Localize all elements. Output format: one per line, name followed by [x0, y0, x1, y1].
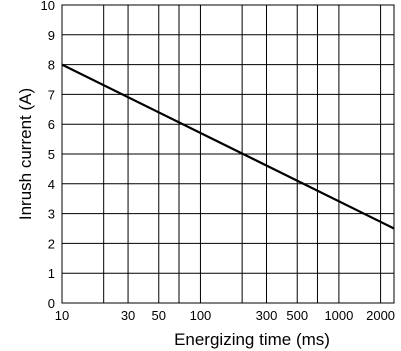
series-line [61, 63, 395, 230]
x-tick-label: 50 [152, 308, 166, 323]
y-tick-label: 4 [48, 177, 55, 192]
x-tick-label: 1000 [324, 308, 353, 323]
x-tick-label: 100 [190, 308, 212, 323]
y-tick-label: 3 [48, 207, 55, 222]
y-tick-labels: 0 1 2 3 4 5 6 7 8 9 10 [41, 0, 55, 311]
x-tick-label: 10 [55, 308, 69, 323]
x-tick-label: 300 [256, 308, 278, 323]
y-tick-label: 0 [48, 296, 55, 311]
x-tick-label: 500 [286, 308, 308, 323]
grid-lines [61, 4, 395, 304]
data-series [61, 63, 395, 230]
y-tick-label: 10 [41, 0, 55, 13]
y-tick-label: 7 [48, 87, 55, 102]
y-tick-label: 8 [48, 58, 55, 73]
y-tick-label: 1 [48, 266, 55, 281]
x-tick-label: 30 [121, 308, 135, 323]
y-tick-label: 6 [48, 117, 55, 132]
x-tick-labels: 10 30 50 100 300 500 1000 2000 [55, 308, 395, 323]
y-tick-label: 5 [48, 147, 55, 162]
x-tick-label: 2000 [366, 308, 395, 323]
plot-frame [61, 4, 395, 304]
y-tick-label: 2 [48, 236, 55, 251]
y-tick-label: 9 [48, 28, 55, 43]
y-axis-label: Inrush current (A) [16, 88, 35, 220]
x-axis-label: Energizing time (ms) [174, 330, 330, 349]
